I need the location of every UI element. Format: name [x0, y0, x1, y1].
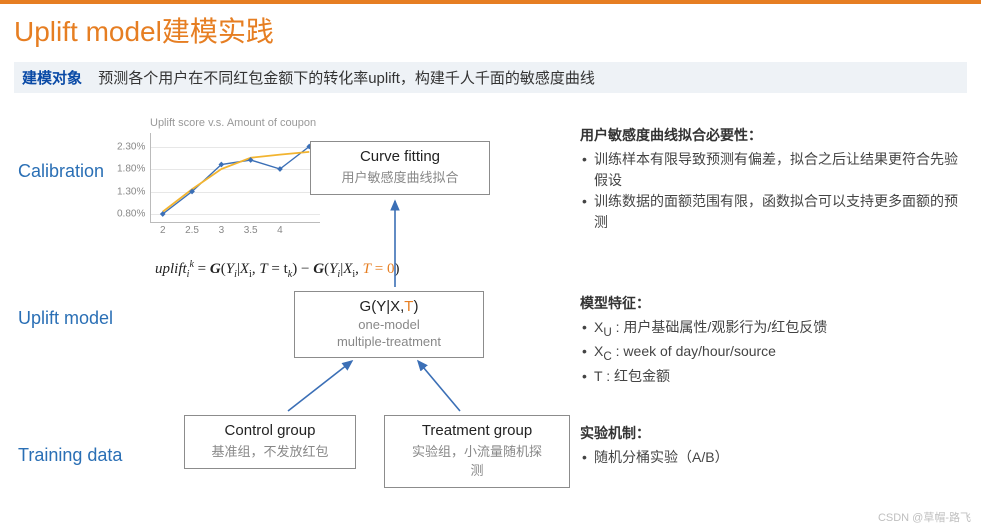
- banner-text: 预测各个用户在不同红包金额下的转化率uplift，构建千人千面的敏感度曲线: [98, 70, 595, 87]
- uplift-chart: Uplift score v.s. Amount of coupon 0.80%…: [150, 117, 335, 223]
- side-model-heading: 模型特征：: [580, 293, 965, 313]
- label-uplift-model: Uplift model: [18, 308, 113, 329]
- node-curve-fitting: Curve fitting 用户敏感度曲线拟合: [310, 141, 490, 195]
- list-item: 训练数据的面额范围有限，函数拟合可以支持更多面额的预测: [580, 191, 965, 233]
- node-control-title: Control group: [195, 422, 345, 439]
- label-training-data: Training data: [18, 445, 122, 466]
- node-curve-sub: 用户敏感度曲线拟合: [321, 167, 479, 186]
- label-calibration: Calibration: [18, 161, 104, 182]
- banner-label: 建模对象: [22, 70, 82, 87]
- list-item: T : 红包金额: [580, 366, 965, 387]
- banner: 建模对象 预测各个用户在不同红包金额下的转化率uplift，构建千人千面的敏感度…: [14, 62, 967, 93]
- side-model-list: XU : 用户基础属性/观影行为/红包反馈XC : week of day/ho…: [580, 317, 965, 387]
- list-item: XU : 用户基础属性/观影行为/红包反馈: [580, 317, 965, 341]
- page-title: Uplift model建模实践: [0, 4, 981, 58]
- node-treatment-title: Treatment group: [395, 422, 559, 439]
- diagram-area: Calibration Uplift model Training data U…: [0, 99, 981, 529]
- uplift-formula: upliftik = G(Yi|Xi, T = tk) − G(Yi|Xi, T…: [155, 259, 399, 280]
- side-train-heading: 实验机制：: [580, 423, 965, 443]
- side-train: 实验机制： 随机分桶实验（A/B）: [580, 423, 965, 468]
- side-calib-heading: 用户敏感度曲线拟合必要性：: [580, 125, 965, 145]
- node-control: Control group 基准组，不发放红包: [184, 415, 356, 469]
- node-control-sub: 基准组，不发放红包: [210, 441, 330, 460]
- side-train-list: 随机分桶实验（A/B）: [580, 447, 965, 468]
- node-model: G(Y|X,T) one-model multiple-treatment: [294, 291, 484, 358]
- node-model-sub1: one-model: [305, 317, 473, 332]
- node-curve-title: Curve fitting: [321, 148, 479, 165]
- list-item: 随机分桶实验（A/B）: [580, 447, 965, 468]
- list-item: 训练样本有限导致预测有偏差，拟合之后让结果更符合先验假设: [580, 149, 965, 191]
- list-item: XC : week of day/hour/source: [580, 341, 965, 365]
- side-calibration: 用户敏感度曲线拟合必要性： 训练样本有限导致预测有偏差，拟合之后让结果更符合先验…: [580, 125, 965, 233]
- node-treatment: Treatment group 实验组，小流量随机探测: [384, 415, 570, 488]
- node-treatment-sub: 实验组，小流量随机探测: [407, 441, 547, 479]
- watermark: CSDN @草帽-路飞: [878, 509, 971, 525]
- chart-area: 0.80%1.30%1.80%2.30%22.533.54: [150, 133, 320, 223]
- side-model: 模型特征： XU : 用户基础属性/观影行为/红包反馈XC : week of …: [580, 293, 965, 387]
- node-model-sub2: multiple-treatment: [305, 334, 473, 349]
- side-calib-list: 训练样本有限导致预测有偏差，拟合之后让结果更符合先验假设训练数据的面额范围有限，…: [580, 149, 965, 233]
- node-model-title: G(Y|X,T): [305, 298, 473, 315]
- chart-title: Uplift score v.s. Amount of coupon: [150, 117, 335, 129]
